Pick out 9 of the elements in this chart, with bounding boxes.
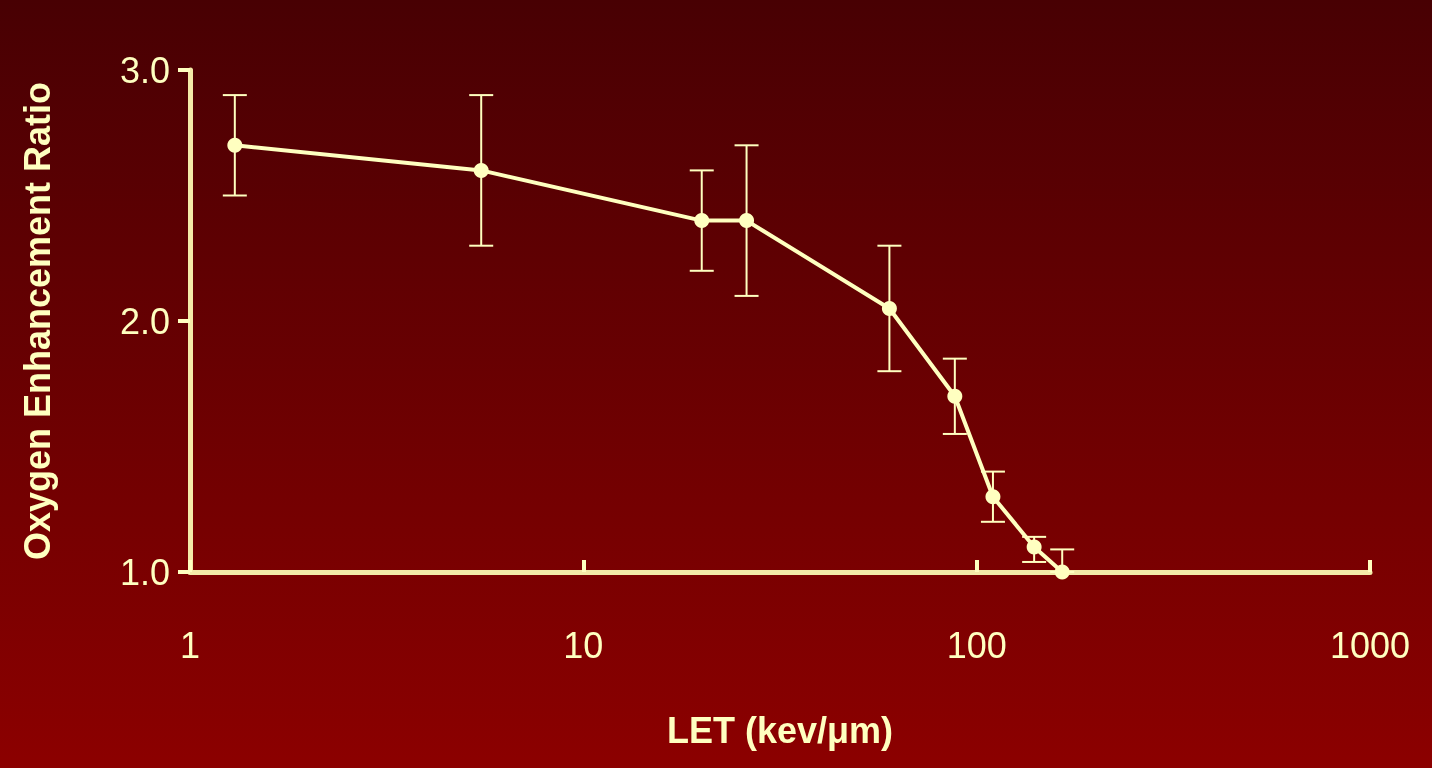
x-tick-label: 100 [946,624,1007,666]
y-axis-title: Oxygen Enhancement Ratio [16,81,58,561]
x-tick-label: 1000 [1329,624,1411,666]
x-tick-label: 1 [179,624,201,666]
y-tick-label: 1.0 [119,551,170,593]
x-tick-label: 10 [563,624,604,666]
x-axis-title: LET (kev/μm) [666,709,894,751]
y-tick-label: 3.0 [119,49,170,91]
y-tick-label: 2.0 [119,300,170,342]
